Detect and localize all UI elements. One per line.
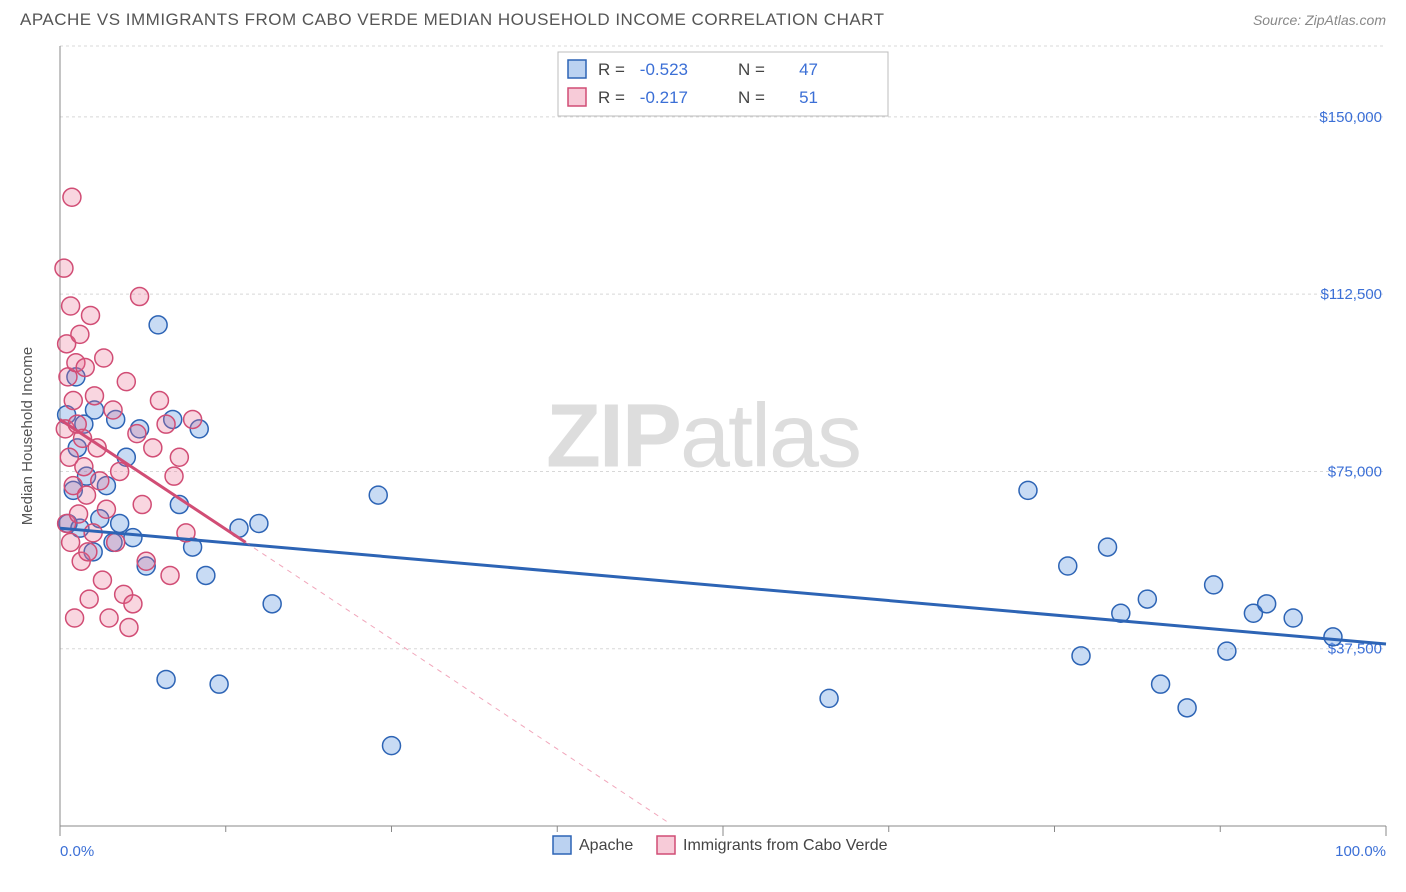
point-cabo_verde: [55, 259, 73, 277]
point-apache: [820, 689, 838, 707]
stats-r-value-apache: -0.523: [640, 60, 688, 79]
stats-r-label: R =: [598, 60, 625, 79]
stats-n-label: N =: [738, 60, 765, 79]
point-apache: [1072, 647, 1090, 665]
point-apache: [1152, 675, 1170, 693]
correlation-scatter-chart: 0.0%100.0%$37,500$75,000$112,500$150,000…: [10, 36, 1396, 871]
point-cabo_verde: [150, 392, 168, 410]
legend-label-cabo_verde: Immigrants from Cabo Verde: [683, 837, 888, 854]
point-cabo_verde: [63, 188, 81, 206]
point-cabo_verde: [91, 472, 109, 490]
legend-swatch-cabo_verde: [657, 836, 675, 854]
point-cabo_verde: [62, 533, 80, 551]
y-axis-label: $112,500: [1321, 286, 1382, 303]
legend-swatch-apache: [553, 836, 571, 854]
point-cabo_verde: [78, 486, 96, 504]
point-apache: [1099, 538, 1117, 556]
stats-swatch-cabo_verde: [568, 88, 586, 106]
point-cabo_verde: [124, 595, 142, 613]
point-cabo_verde: [70, 505, 88, 523]
point-apache: [1218, 642, 1236, 660]
point-apache: [1205, 576, 1223, 594]
point-cabo_verde: [107, 533, 125, 551]
point-cabo_verde: [120, 618, 138, 636]
point-apache: [1284, 609, 1302, 627]
trendline-extension-cabo_verde: [246, 542, 670, 823]
point-apache: [369, 486, 387, 504]
point-cabo_verde: [157, 415, 175, 433]
point-apache: [210, 675, 228, 693]
point-cabo_verde: [93, 571, 111, 589]
point-apache: [197, 566, 215, 584]
point-apache: [124, 529, 142, 547]
point-cabo_verde: [81, 306, 99, 324]
point-cabo_verde: [117, 373, 135, 391]
stats-n-value-cabo_verde: 51: [799, 88, 818, 107]
source-prefix: Source:: [1253, 12, 1305, 28]
source-name: ZipAtlas.com: [1305, 12, 1386, 28]
point-cabo_verde: [137, 552, 155, 570]
point-cabo_verde: [76, 358, 94, 376]
point-cabo_verde: [80, 590, 98, 608]
source-attribution: Source: ZipAtlas.com: [1253, 12, 1386, 28]
point-apache: [1019, 481, 1037, 499]
point-cabo_verde: [184, 410, 202, 428]
point-cabo_verde: [85, 387, 103, 405]
point-cabo_verde: [79, 543, 97, 561]
x-axis-label: 0.0%: [60, 843, 94, 860]
stats-swatch-apache: [568, 60, 586, 78]
point-cabo_verde: [75, 458, 93, 476]
point-apache: [1258, 595, 1276, 613]
point-apache: [383, 737, 401, 755]
point-cabo_verde: [144, 439, 162, 457]
point-cabo_verde: [104, 401, 122, 419]
y-axis-title: Median Household Income: [19, 347, 36, 525]
point-cabo_verde: [170, 448, 188, 466]
point-apache: [263, 595, 281, 613]
point-cabo_verde: [66, 609, 84, 627]
stats-n-label: N =: [738, 88, 765, 107]
point-cabo_verde: [133, 496, 151, 514]
trendline-apache: [60, 528, 1386, 644]
point-cabo_verde: [71, 325, 89, 343]
stats-r-label: R =: [598, 88, 625, 107]
legend-label-apache: Apache: [579, 837, 633, 854]
point-cabo_verde: [165, 467, 183, 485]
point-apache: [1178, 699, 1196, 717]
point-apache: [1059, 557, 1077, 575]
point-apache: [1324, 628, 1342, 646]
point-cabo_verde: [161, 566, 179, 584]
stats-n-value-apache: 47: [799, 60, 818, 79]
y-axis-label: $150,000: [1319, 109, 1382, 126]
point-cabo_verde: [64, 392, 82, 410]
point-cabo_verde: [111, 462, 129, 480]
point-apache: [149, 316, 167, 334]
point-apache: [111, 514, 129, 532]
point-apache: [250, 514, 268, 532]
point-cabo_verde: [97, 500, 115, 518]
point-apache: [157, 670, 175, 688]
point-cabo_verde: [62, 297, 80, 315]
chart-title: APACHE VS IMMIGRANTS FROM CABO VERDE MED…: [20, 10, 885, 30]
point-cabo_verde: [128, 425, 146, 443]
stats-r-value-cabo_verde: -0.217: [640, 88, 688, 107]
x-axis-label: 100.0%: [1335, 843, 1386, 860]
point-cabo_verde: [100, 609, 118, 627]
y-axis-label: $75,000: [1328, 463, 1382, 480]
point-cabo_verde: [131, 288, 149, 306]
point-cabo_verde: [95, 349, 113, 367]
point-apache: [1138, 590, 1156, 608]
